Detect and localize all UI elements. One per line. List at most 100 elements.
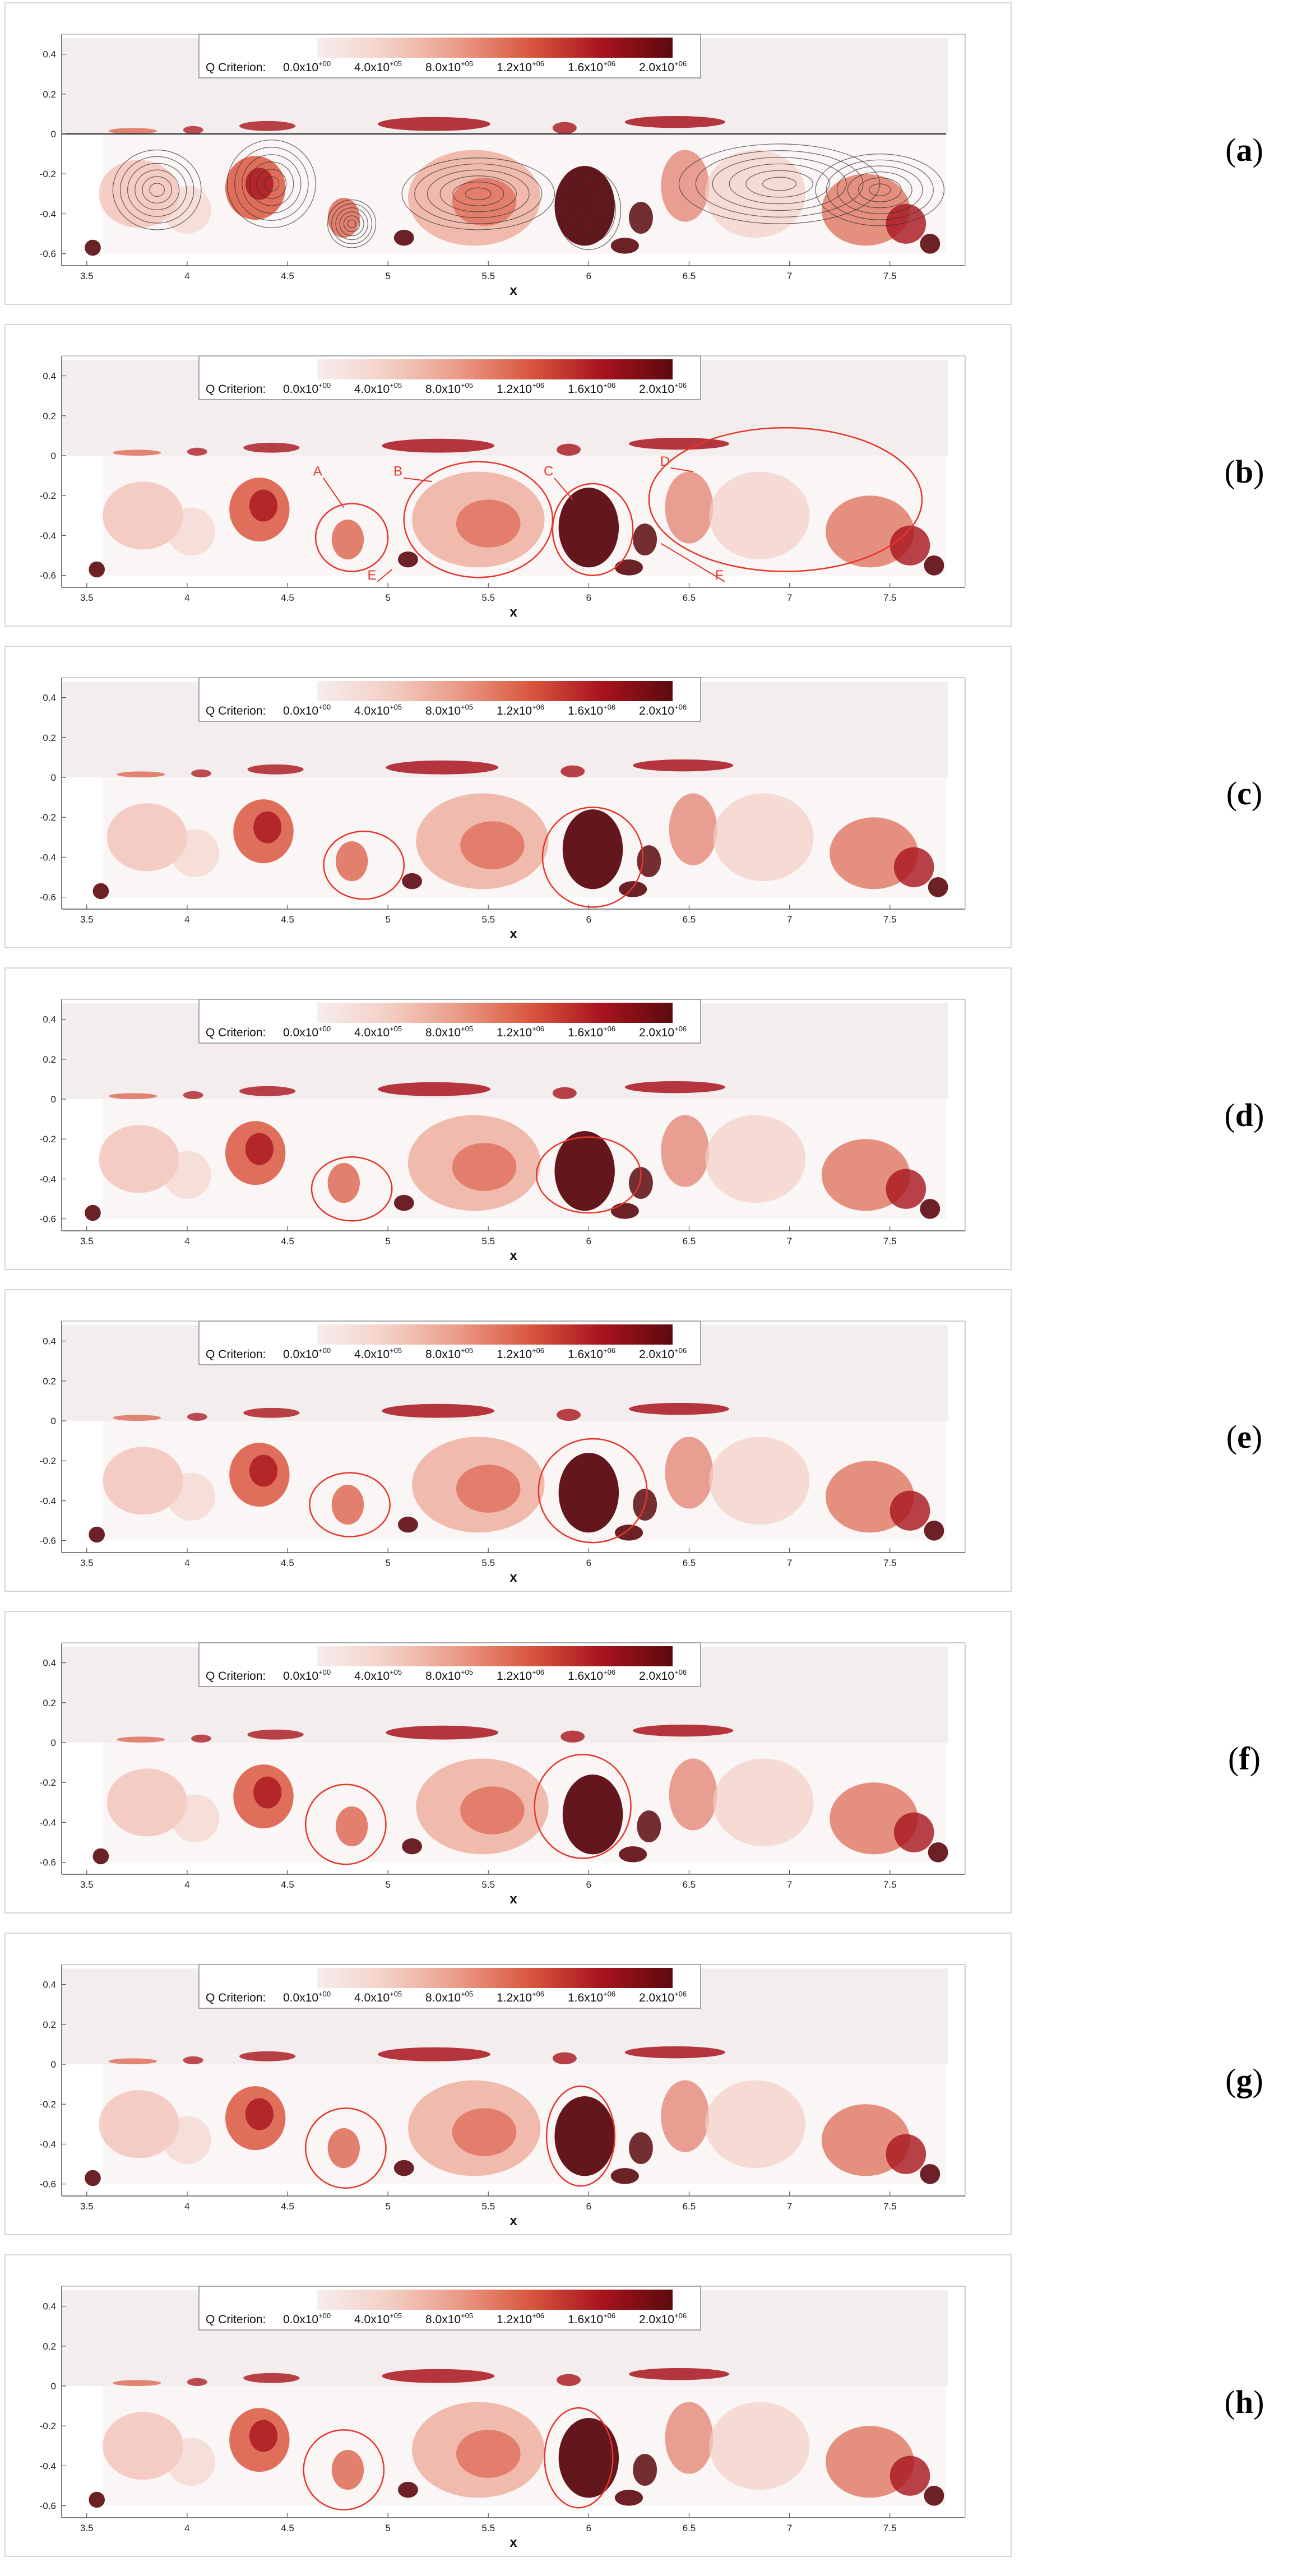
x-tick-label: 4 (184, 2201, 189, 2212)
x-tick-label: 7 (787, 592, 792, 603)
streamline (745, 170, 813, 198)
colorbar-tick-label: 8.0x10+05 (425, 1668, 473, 1683)
highlight-circle (314, 503, 389, 572)
y-tick-label: -0.6 (40, 249, 56, 260)
panel-label: (g) (1205, 2061, 1284, 2099)
vortex-region (709, 1437, 810, 1525)
streamline (135, 169, 180, 210)
x-tick-label: 6.5 (683, 2201, 696, 2212)
colorbar-tick-label: 4.0x10+05 (354, 59, 402, 74)
panel-label: (d) (1205, 1096, 1284, 1134)
vortex-region (709, 471, 810, 560)
paren-close: ) (1253, 453, 1264, 490)
x-tick-label: 4 (184, 914, 189, 925)
panel-b: A B C D E F 3.5 4 4.5 5 5.5 6 6.5 7 7.5 0.4 0.2 0 -0.2 -0.4… (4, 324, 1012, 627)
colorbar-title: Q Criterion: (206, 61, 266, 74)
vortex-region (456, 1465, 521, 1513)
annotation-arrow (403, 477, 433, 483)
x-axis-label: x (509, 283, 517, 298)
streamline (847, 172, 912, 209)
vortex-region (456, 499, 521, 548)
vortex-region (560, 765, 585, 778)
vortex-region (247, 764, 304, 775)
vortex-region (163, 186, 211, 234)
colorbar-tick-label: 2.0x10+06 (639, 703, 687, 717)
x-tick-label: 6.5 (683, 2523, 696, 2533)
x-tick-label: 7 (787, 1879, 792, 1890)
colorbar-tick-label: 4.0x10+05 (354, 1990, 402, 2004)
vortex-region (886, 1169, 926, 1209)
panel-letter: c (1237, 775, 1252, 812)
vortex-region (705, 1115, 806, 1203)
colorbar-tick-label: 4.0x10+05 (354, 2311, 402, 2326)
vortex-region (610, 238, 639, 254)
y-tick-label: 0 (51, 1416, 56, 1426)
y-tick-label: 0.2 (43, 89, 56, 100)
vortex-region (552, 1087, 577, 1100)
vortex-region (253, 1776, 282, 1809)
annotation-label: C (544, 464, 553, 479)
vortex-region (103, 2412, 183, 2480)
vortex-region (243, 442, 300, 453)
vortex-region (85, 2170, 101, 2186)
x-tick-label: 7.5 (883, 271, 897, 281)
highlight-circle (538, 1438, 648, 1544)
colorbar-tick-label: 0.0x10+00 (283, 1990, 331, 2004)
colorbar (317, 681, 673, 701)
vortex-region (163, 2116, 211, 2165)
panel-letter: h (1235, 2384, 1254, 2420)
streamline (858, 177, 902, 202)
vortex-region (924, 1521, 944, 1541)
streamline (427, 169, 530, 219)
colorbar-tick-label: 1.2x10+06 (497, 2311, 544, 2326)
vortex-region (183, 2056, 203, 2065)
panel-label: (a) (1205, 131, 1284, 169)
y-tick-label: 0.4 (43, 371, 56, 382)
x-tick-label: 6.5 (683, 1558, 696, 1568)
streamline (762, 177, 797, 191)
vortex-region (191, 769, 211, 778)
vortex-region (628, 1167, 653, 1199)
streamline (567, 183, 611, 237)
streamline (335, 207, 368, 240)
y-tick-label: -0.4 (40, 1495, 56, 1506)
colorbar-tick-label: 4.0x10+05 (354, 1346, 402, 1361)
x-tick-label: 5.5 (481, 1879, 495, 1890)
annotation-label: B (393, 464, 402, 479)
highlight-circle (309, 1472, 391, 1537)
vortex-region (924, 555, 944, 576)
paren-close: ) (1251, 775, 1263, 812)
vortex-region (614, 1525, 643, 1541)
y-tick-label: 0.2 (43, 1054, 56, 1065)
annotation-arrow (660, 543, 725, 582)
vortex-region (398, 551, 418, 568)
vortex-region (243, 1407, 300, 1418)
paren-open: ( (1228, 1740, 1239, 1777)
vortex-region (890, 2455, 930, 2496)
y-tick-label: 0 (51, 772, 56, 783)
vortex-region (552, 2052, 577, 2065)
vortex-region (386, 760, 499, 775)
vortex-region (183, 1091, 203, 1100)
vortex-region (633, 759, 734, 772)
y-tick-label: 0.4 (43, 2301, 56, 2312)
streamline (249, 161, 294, 206)
vortex-region (239, 121, 296, 131)
y-tick-label: -0.6 (40, 1536, 56, 1546)
vortex-region (661, 1115, 710, 1187)
y-tick-label: 0 (51, 1738, 56, 1748)
vortex-region (402, 873, 423, 889)
x-tick-label: 6 (586, 1879, 591, 1890)
highlight-circle (552, 483, 634, 576)
streamline (836, 165, 923, 215)
vortex-region (554, 2096, 615, 2176)
y-tick-label: 0.4 (43, 49, 56, 60)
vortex-region (924, 2486, 944, 2506)
vortex-region (628, 2367, 730, 2380)
vortex-region (709, 2402, 810, 2490)
y-tick-label: 0.2 (43, 1698, 56, 1708)
colorbar (317, 1968, 673, 1988)
streamline (263, 176, 280, 192)
highlight-circle (535, 1136, 642, 1214)
vortex-region (253, 811, 282, 844)
